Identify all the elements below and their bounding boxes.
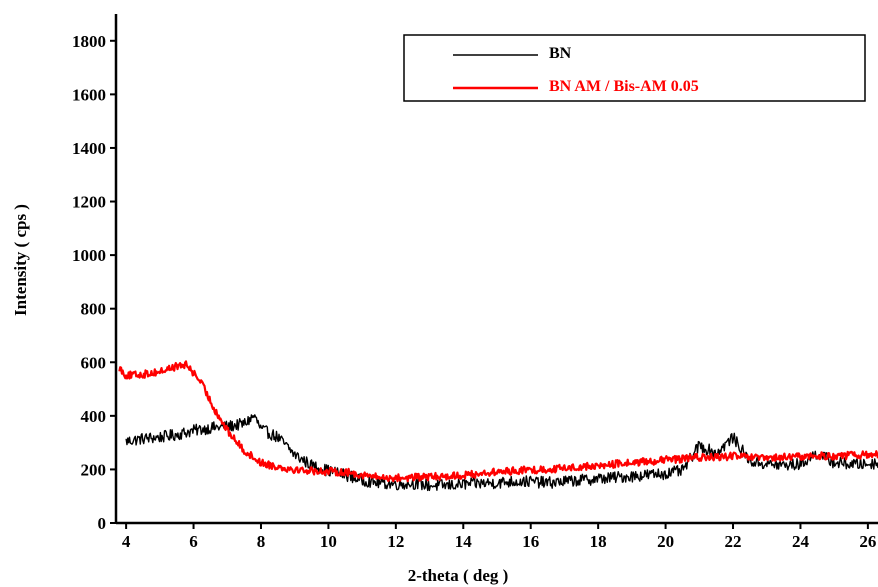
- x-tick-label: 22: [725, 532, 742, 551]
- y-tick-label: 400: [81, 407, 107, 426]
- y-tick-label: 800: [81, 300, 107, 319]
- y-tick-label: 1400: [72, 139, 106, 158]
- y-tick-label: 1000: [72, 246, 106, 265]
- x-tick-label: 18: [590, 532, 607, 551]
- y-tick-label: 1600: [72, 85, 106, 104]
- x-tick-label: 20: [657, 532, 674, 551]
- y-tick-label: 1800: [72, 32, 106, 51]
- legend-box: [403, 34, 866, 102]
- y-ticks: 0 200 400 600 800 1000 1200 1400 1600 1800: [72, 32, 116, 533]
- legend-label-bn: BN: [549, 45, 572, 62]
- axes-layer: [114, 14, 878, 525]
- x-axis-title: 2-theta ( deg ): [408, 566, 509, 585]
- x-tick-label: 6: [189, 532, 198, 551]
- x-tick-label: 16: [522, 532, 539, 551]
- x-tick-label: 12: [387, 532, 404, 551]
- legend-label-bn-am-bis-am: BN AM / Bis-AM 0.05: [549, 78, 699, 95]
- series-line-0: [125, 414, 878, 492]
- x-tick-label: 4: [122, 532, 131, 551]
- y-tick-label: 0: [98, 514, 107, 533]
- y-tick-label: 1200: [72, 193, 106, 212]
- y-tick-label: 600: [81, 353, 107, 372]
- x-tick-label: 24: [792, 532, 810, 551]
- x-tick-label: 26: [859, 532, 876, 551]
- x-tick-label: 8: [257, 532, 266, 551]
- series-layer: [118, 360, 878, 492]
- x-ticks: 4 6 8 10 12 14 16 18 20 22 24 26: [122, 523, 876, 551]
- y-axis-title: Intensity ( cps ): [11, 204, 30, 316]
- y-tick-label: 200: [81, 460, 107, 479]
- series-line-1: [118, 360, 878, 483]
- x-tick-label: 14: [455, 532, 473, 551]
- x-tick-label: 10: [320, 532, 337, 551]
- legend: BN BN AM / Bis-AM 0.05: [403, 34, 866, 102]
